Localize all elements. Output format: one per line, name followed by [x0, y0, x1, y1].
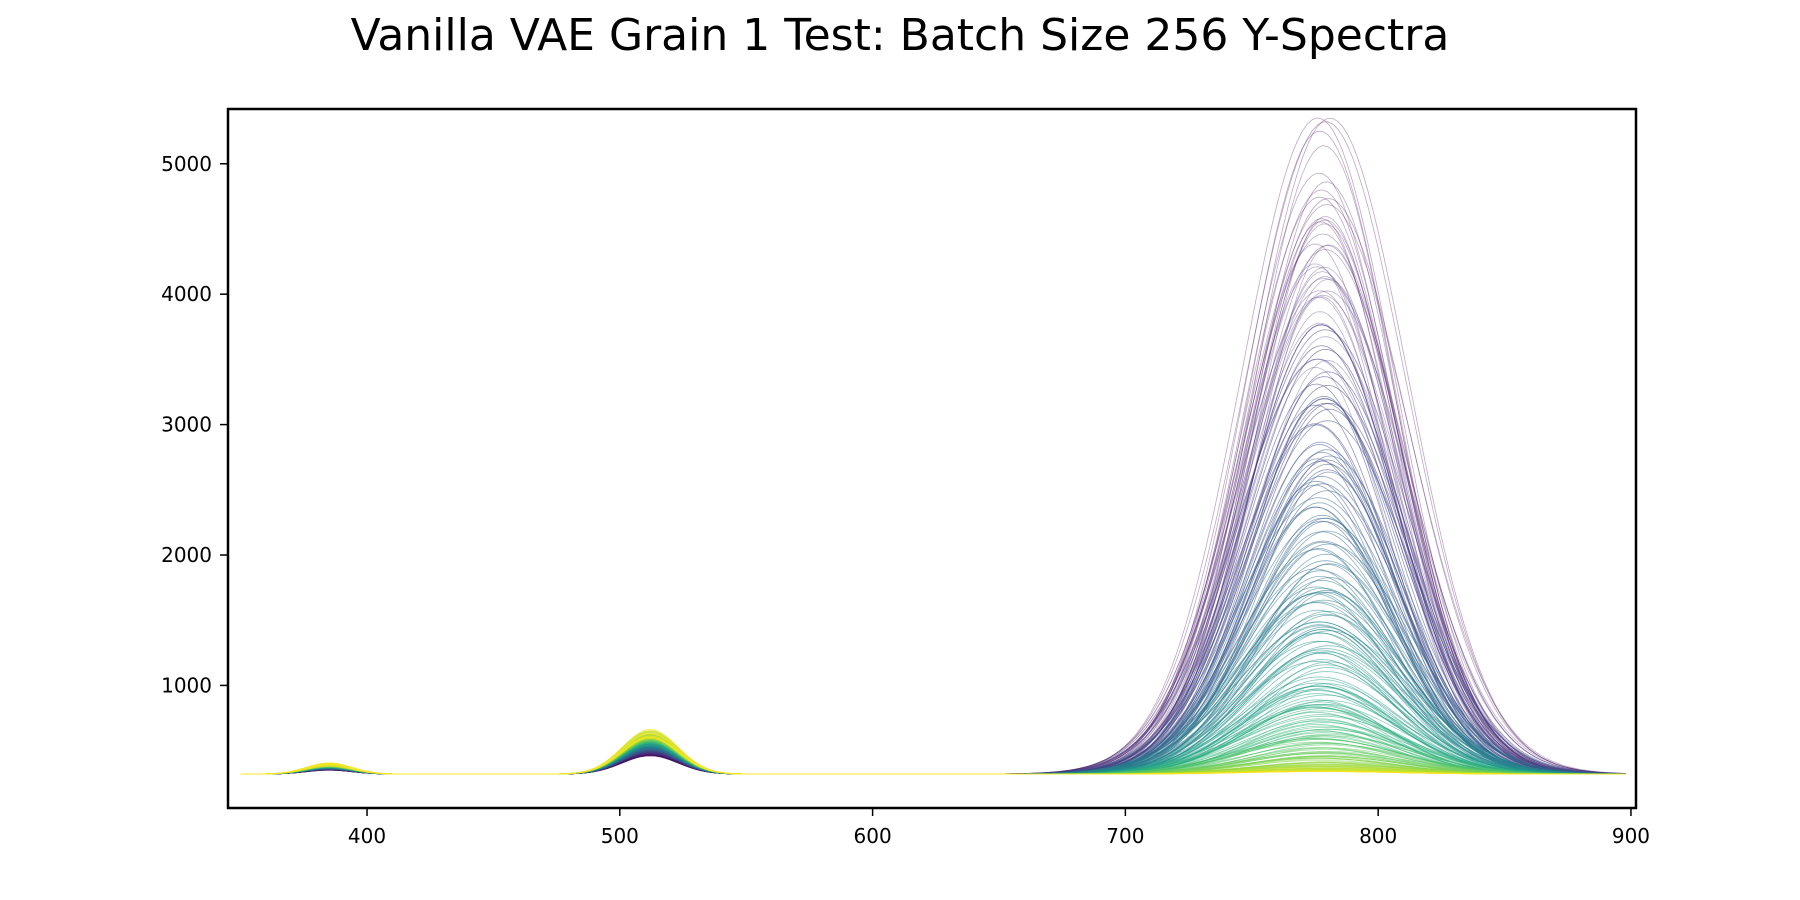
y-tick-label: 2000 — [161, 543, 212, 567]
chart-title: Vanilla VAE Grain 1 Test: Batch Size 256… — [350, 10, 1450, 61]
plot-frame — [226, 107, 1638, 810]
x-tick-label: 800 — [1359, 824, 1397, 848]
x-tick-label: 600 — [854, 824, 892, 848]
y-tick-label: 3000 — [161, 413, 212, 437]
x-tick-label: 700 — [1106, 824, 1144, 848]
spectrum-line — [240, 724, 1626, 775]
axes: 400 500 600 700 800 900 1000 2000 3000 4000 5000 — [161, 107, 1650, 848]
x-tick-label: 500 — [601, 824, 639, 848]
spectrum-line — [240, 130, 1626, 775]
y-tick-label: 5000 — [161, 152, 212, 176]
spectrum-line — [240, 172, 1626, 775]
spectrum-line — [240, 121, 1626, 775]
spectrum-line — [240, 219, 1626, 775]
x-tick-label: 900 — [1612, 824, 1650, 848]
spectrum-line — [240, 218, 1626, 775]
spectrum-line — [240, 659, 1626, 775]
spectrum-line — [240, 732, 1626, 775]
spectrum-line — [240, 449, 1626, 775]
spectra-lines — [240, 117, 1626, 775]
spectrum-line — [240, 336, 1626, 775]
y-tick-label: 4000 — [161, 282, 212, 306]
y-tick-label: 1000 — [161, 673, 212, 697]
x-tick-label: 400 — [348, 824, 386, 848]
